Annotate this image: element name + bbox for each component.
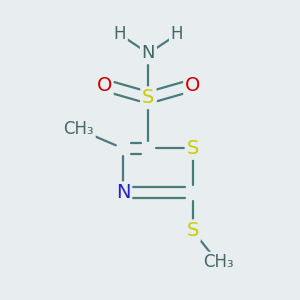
Text: CH₃: CH₃ bbox=[64, 120, 94, 138]
Text: H: H bbox=[114, 26, 126, 44]
Text: S: S bbox=[142, 88, 154, 107]
Text: H: H bbox=[171, 26, 183, 44]
Text: O: O bbox=[185, 76, 200, 94]
Text: N: N bbox=[116, 183, 130, 202]
Text: O: O bbox=[96, 76, 112, 94]
Text: S: S bbox=[187, 221, 199, 240]
Text: N: N bbox=[142, 44, 155, 62]
Text: S: S bbox=[187, 139, 199, 158]
Text: CH₃: CH₃ bbox=[203, 254, 233, 272]
